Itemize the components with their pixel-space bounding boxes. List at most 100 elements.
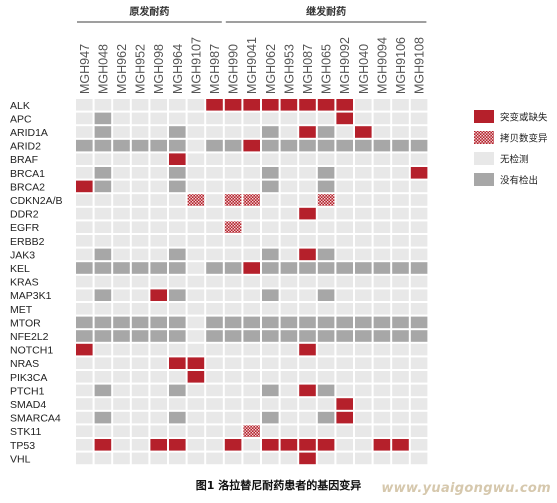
cell-brca2-mgh9094-not-detected	[373, 180, 391, 193]
cell-vhl-mgh947-not-detected	[76, 452, 93, 465]
sample-label-mgh9094: MGH9094	[375, 37, 389, 94]
cell-tp53-mgh048-mutation	[94, 439, 112, 451]
cell-arid1a-mgh962-not-detected	[113, 126, 130, 138]
cell-jak3-mgh048-none-detected	[94, 248, 112, 261]
cell-arid2-mgh962-none-detected	[113, 139, 130, 152]
cell-mtor-mgh9107-not-detected	[187, 316, 205, 329]
cell-cdkn2a-b-mgh048-not-detected	[94, 194, 112, 206]
cell-map3k1-mgh098-mutation	[150, 289, 167, 301]
cell-erbb2-mgh964-not-detected	[169, 235, 186, 247]
cell-cdkn2a-b-mgh962-not-detected	[113, 194, 130, 206]
cell-mtor-mgh9041-none-detected	[243, 316, 260, 329]
cell-ddr2-mgh9041-not-detected	[243, 207, 260, 220]
cell-tp53-mgh953-mutation	[280, 439, 298, 451]
cell-brca2-mgh952-not-detected	[131, 180, 149, 193]
cell-alk-mgh953-mutation	[280, 99, 298, 111]
cell-kel-mgh953-none-detected	[280, 262, 298, 274]
cell-map3k1-mgh987-not-detected	[206, 289, 223, 301]
cell-pik3ca-mgh952-not-detected	[131, 371, 149, 383]
cell-alk-mgh990-mutation	[224, 99, 242, 111]
cell-braf-mgh9108-not-detected	[410, 153, 428, 165]
cell-cdkn2a-b-mgh062-not-detected	[262, 194, 279, 206]
cell-cdkn2a-b-mgh9107-copy-number	[187, 194, 205, 206]
cell-vhl-mgh040-not-detected	[355, 452, 372, 465]
cell-egfr-mgh062-not-detected	[262, 221, 279, 233]
cell-ddr2-mgh065-not-detected	[317, 207, 335, 220]
cell-smarca4-mgh062-none-detected	[262, 411, 279, 424]
cell-cdkn2a-b-mgh065-copy-number	[317, 194, 335, 206]
cell-brca2-mgh040-not-detected	[355, 180, 372, 193]
cell-alk-mgh9094-not-detected	[373, 99, 391, 111]
gene-label-brca1: BRCA1	[10, 168, 45, 180]
cell-smad4-mgh990-not-detected	[224, 398, 242, 410]
cell-braf-mgh9094-not-detected	[373, 153, 391, 165]
cell-kras-mgh040-not-detected	[355, 275, 372, 288]
cell-erbb2-mgh9108-not-detected	[410, 235, 428, 247]
cell-brca1-mgh098-not-detected	[150, 167, 167, 179]
cell-apc-mgh9041-not-detected	[243, 112, 260, 125]
cell-cdkn2a-b-mgh040-not-detected	[355, 194, 372, 206]
cell-brca2-mgh9107-not-detected	[187, 180, 205, 193]
cell-met-mgh098-not-detected	[150, 303, 167, 315]
cell-met-mgh065-not-detected	[317, 303, 335, 315]
cell-kras-mgh947-not-detected	[76, 275, 93, 288]
cell-nras-mgh062-not-detected	[262, 357, 279, 369]
cell-nras-mgh953-not-detected	[280, 357, 298, 369]
cell-vhl-mgh9108-not-detected	[410, 452, 428, 465]
cell-braf-mgh087-not-detected	[299, 153, 316, 165]
cell-smad4-mgh987-not-detected	[206, 398, 223, 410]
cell-notch1-mgh062-not-detected	[262, 343, 279, 356]
cell-notch1-mgh953-not-detected	[280, 343, 298, 356]
cell-kras-mgh9107-not-detected	[187, 275, 205, 288]
cell-egfr-mgh087-not-detected	[299, 221, 316, 233]
cell-brca1-mgh953-not-detected	[280, 167, 298, 179]
cell-egfr-mgh9092-not-detected	[336, 221, 353, 233]
cell-ptch1-mgh9094-not-detected	[373, 384, 391, 397]
cell-kras-mgh065-not-detected	[317, 275, 335, 288]
cell-pik3ca-mgh9108-not-detected	[410, 371, 428, 383]
cell-alk-mgh9107-not-detected	[187, 99, 205, 111]
cell-met-mgh9092-not-detected	[336, 303, 353, 315]
cell-nras-mgh952-not-detected	[131, 357, 149, 369]
cell-tp53-mgh062-mutation	[262, 439, 279, 451]
cell-brca1-mgh990-not-detected	[224, 167, 242, 179]
cell-vhl-mgh962-not-detected	[113, 452, 130, 465]
cell-arid2-mgh087-none-detected	[299, 139, 316, 152]
cell-map3k1-mgh962-not-detected	[113, 289, 130, 301]
cell-nfe2l2-mgh962-none-detected	[113, 330, 130, 342]
cell-cdkn2a-b-mgh9041-copy-number	[243, 194, 260, 206]
cell-smad4-mgh9041-not-detected	[243, 398, 260, 410]
cell-apc-mgh9106-not-detected	[392, 112, 409, 125]
cell-met-mgh952-not-detected	[131, 303, 149, 315]
cell-nfe2l2-mgh9094-none-detected	[373, 330, 391, 342]
cell-ddr2-mgh962-not-detected	[113, 207, 130, 220]
cell-kel-mgh962-none-detected	[113, 262, 130, 274]
cell-ptch1-mgh048-none-detected	[94, 384, 112, 397]
cell-stk11-mgh065-not-detected	[317, 425, 335, 437]
gene-label-met: MET	[10, 304, 33, 316]
gene-label-vhl: VHL	[10, 453, 31, 465]
cell-brca2-mgh962-not-detected	[113, 180, 130, 193]
gene-label-nfe2l2: NFE2L2	[10, 331, 49, 343]
cell-brca2-mgh9108-not-detected	[410, 180, 428, 193]
cell-kras-mgh048-not-detected	[94, 275, 112, 288]
cell-notch1-mgh048-not-detected	[94, 343, 112, 356]
cell-alk-mgh065-mutation	[317, 99, 335, 111]
cell-tp53-mgh952-not-detected	[131, 439, 149, 451]
cell-braf-mgh947-not-detected	[76, 153, 93, 165]
cell-brca1-mgh087-not-detected	[299, 167, 316, 179]
cell-ptch1-mgh953-not-detected	[280, 384, 298, 397]
cell-nfe2l2-mgh062-none-detected	[262, 330, 279, 342]
cell-kras-mgh9041-not-detected	[243, 275, 260, 288]
cell-erbb2-mgh9094-not-detected	[373, 235, 391, 247]
cell-mtor-mgh953-none-detected	[280, 316, 298, 329]
cell-jak3-mgh987-not-detected	[206, 248, 223, 261]
cell-cdkn2a-b-mgh9108-not-detected	[410, 194, 428, 206]
cell-egfr-mgh040-not-detected	[355, 221, 372, 233]
cell-mtor-mgh040-none-detected	[355, 316, 372, 329]
cell-kel-mgh9108-none-detected	[410, 262, 428, 274]
cell-ptch1-mgh9106-not-detected	[392, 384, 409, 397]
cell-arid1a-mgh065-none-detected	[317, 126, 335, 138]
cell-mtor-mgh9106-none-detected	[392, 316, 409, 329]
